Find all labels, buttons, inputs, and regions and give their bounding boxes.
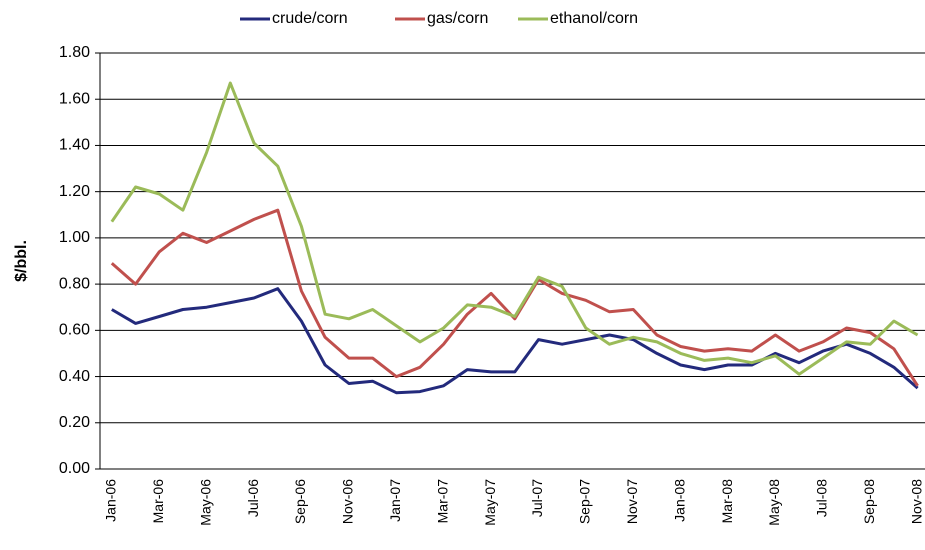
y-tick-label: 0.40 — [59, 368, 90, 385]
y-tick-label: 0.00 — [59, 460, 90, 477]
x-tick-label: Mar-08 — [719, 479, 735, 524]
x-tick-label: Jul-07 — [529, 479, 545, 517]
y-tick-label: 0.60 — [59, 322, 90, 339]
y-tick-label: 0.80 — [59, 275, 90, 292]
x-tick-label: Mar-06 — [150, 479, 166, 524]
x-tick-label: May-08 — [766, 479, 782, 526]
x-tick-label: May-06 — [197, 479, 213, 526]
x-tick-label: Jan-08 — [671, 479, 687, 522]
x-tick-label: Jul-06 — [245, 479, 261, 517]
y-tick-label: 1.00 — [59, 229, 90, 246]
y-axis-label: $/bbl. — [13, 240, 30, 282]
x-tick-label: May-07 — [482, 479, 498, 526]
x-tick-label: Nov-06 — [340, 479, 356, 524]
x-tick-label: Jan-07 — [387, 479, 403, 522]
series-line — [111, 287, 919, 395]
x-tick-label: Sep-06 — [292, 479, 308, 524]
legend-label: crude/corn — [272, 10, 348, 27]
x-tick-label: Sep-07 — [577, 479, 593, 524]
x-tick-label: Mar-07 — [434, 479, 450, 524]
x-tick-label: Sep-08 — [861, 479, 877, 524]
y-tick-label: 1.60 — [59, 90, 90, 107]
x-tick-label: Jul-08 — [814, 479, 830, 517]
legend-label: gas/corn — [427, 10, 488, 27]
y-tick-label: 0.20 — [59, 414, 90, 431]
y-tick-label: 1.80 — [59, 44, 90, 61]
x-tick-label: Jan-06 — [103, 479, 119, 522]
series-line — [110, 81, 919, 376]
y-tick-label: 1.20 — [59, 183, 90, 200]
series-line — [110, 208, 919, 387]
x-tick-label: Nov-08 — [908, 479, 924, 524]
legend-label: ethanol/corn — [550, 10, 638, 27]
y-tick-label: 1.40 — [59, 137, 90, 154]
x-tick-label: Nov-07 — [624, 479, 640, 524]
